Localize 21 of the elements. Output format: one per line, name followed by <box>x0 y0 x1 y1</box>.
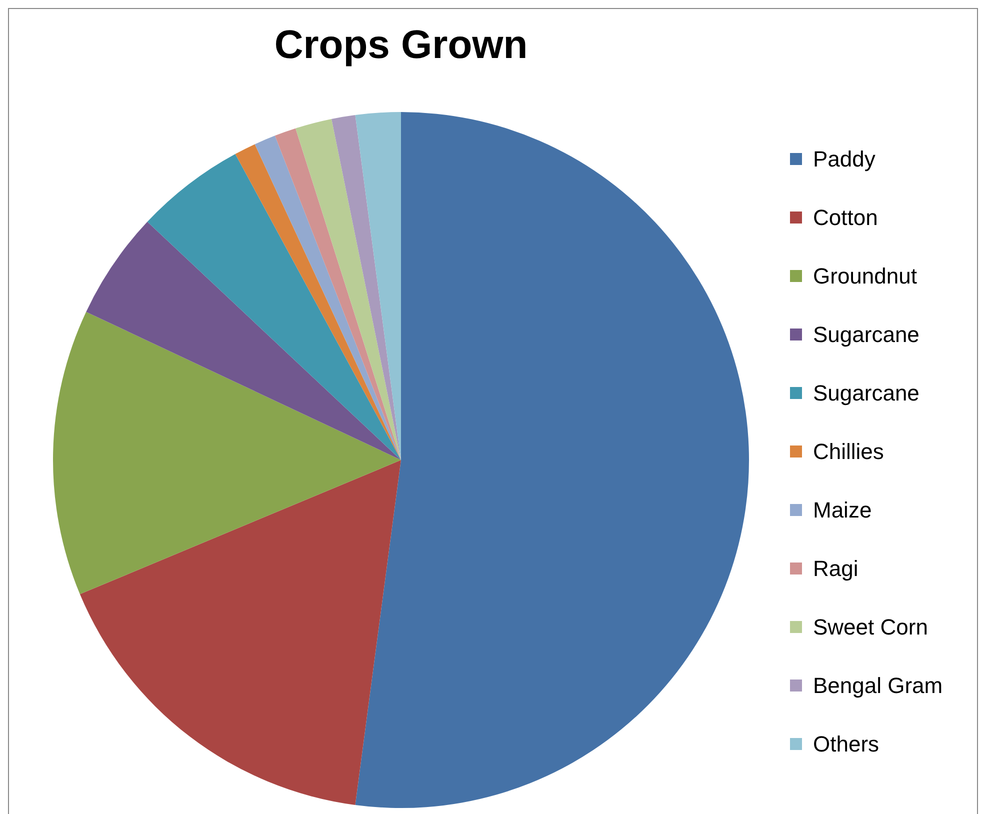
pie-slice <box>296 119 401 460</box>
pie-slice <box>274 128 401 460</box>
pie-slice <box>332 115 401 460</box>
legend-label: Bengal Gram <box>813 673 943 698</box>
legend-label: Others <box>813 732 880 756</box>
legend-label: Groundnut <box>813 264 917 288</box>
pie-slice <box>355 112 748 808</box>
pie-slice <box>355 112 401 460</box>
legend-label: Sweet Corn <box>813 614 928 640</box>
legend-label: Sugarcane <box>813 380 920 406</box>
legend-label: Chillies <box>813 439 884 464</box>
legend-label: Paddy <box>813 146 876 172</box>
chart-title: Crops Grown <box>274 23 528 67</box>
pie-slice <box>53 312 401 594</box>
pie-slice <box>80 460 401 805</box>
pie-slice <box>86 222 401 460</box>
legend-label: Cotton <box>813 205 878 230</box>
legend-label: Sugarcane <box>813 322 920 347</box>
legend-label: Ragi <box>813 556 858 581</box>
pie-slice <box>147 154 401 460</box>
legend-label: Maize <box>813 498 872 522</box>
